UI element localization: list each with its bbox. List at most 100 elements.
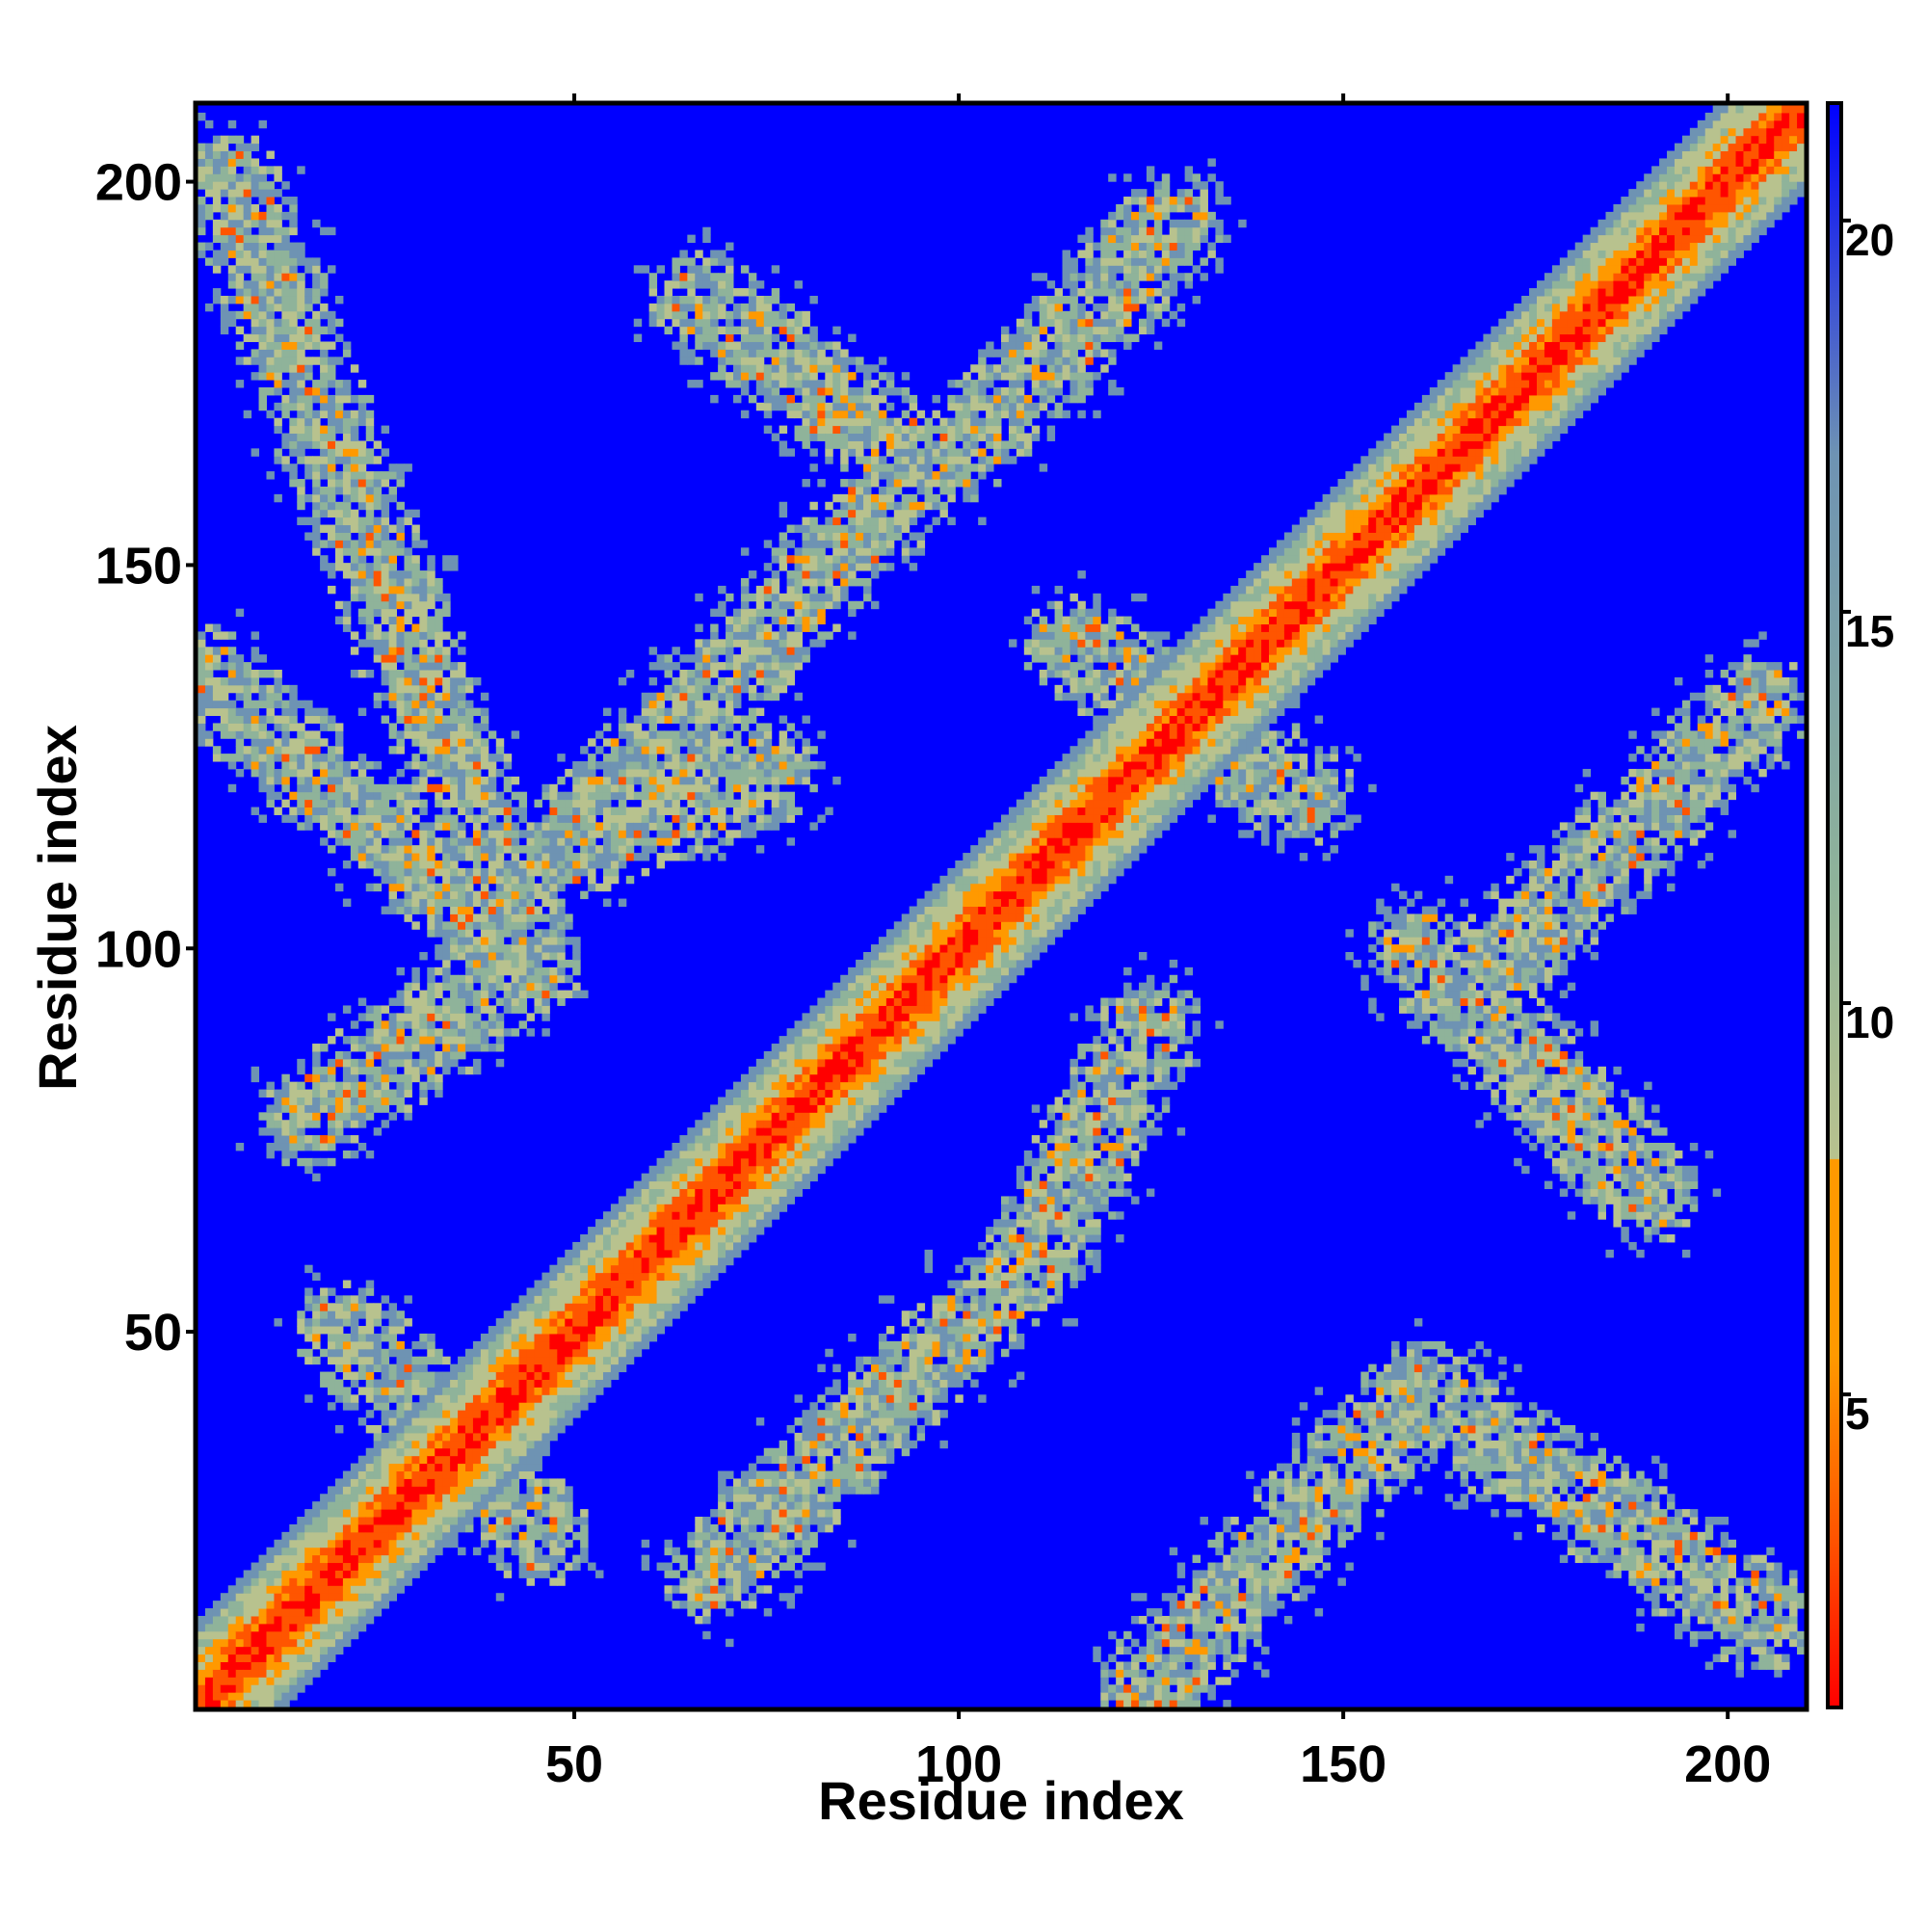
heatmap-cell: [503, 1517, 513, 1525]
heatmap-cell: [350, 410, 359, 419]
heatmap-cell: [328, 1539, 336, 1548]
heatmap-cell: [435, 966, 443, 976]
heatmap-cell: [373, 1013, 383, 1021]
heatmap-cell: [625, 1280, 635, 1288]
heatmap-cell: [365, 1463, 375, 1472]
heatmap-cell: [373, 1539, 383, 1548]
heatmap-cell: [320, 1593, 329, 1601]
heatmap-cell: [411, 966, 420, 976]
heatmap-cell: [312, 791, 321, 801]
heatmap-cell: [740, 1570, 750, 1578]
heatmap-cell: [297, 448, 305, 457]
heatmap-cell: [235, 226, 245, 236]
heatmap-cell: [458, 1028, 466, 1037]
heatmap-cell: [687, 1227, 696, 1235]
heatmap-cell: [320, 1295, 329, 1304]
heatmap-cell: [204, 647, 214, 655]
heatmap-cell: [350, 1066, 359, 1075]
heatmap-cell: [572, 761, 581, 770]
heatmap-cell: [435, 1348, 443, 1358]
heatmap-cell: [251, 242, 260, 251]
heatmap-cell: [328, 1073, 336, 1083]
heatmap-cell: [656, 700, 666, 709]
heatmap-cell: [557, 814, 566, 823]
heatmap-cell: [227, 310, 237, 320]
heatmap-cell: [381, 1036, 390, 1045]
heatmap-cell: [198, 1630, 206, 1640]
heatmap-cell: [334, 387, 344, 396]
heatmap-cell: [388, 1097, 398, 1105]
heatmap-cell: [495, 1036, 505, 1045]
heatmap-cell: [472, 822, 482, 831]
heatmap-cell: [281, 746, 290, 754]
heatmap-cell: [733, 783, 742, 793]
heatmap-cell: [404, 1432, 412, 1442]
heatmap-cell: [227, 654, 237, 663]
heatmap-cell: [534, 952, 542, 961]
heatmap-cell: [687, 1287, 696, 1296]
heatmap-cell: [488, 1028, 497, 1037]
heatmap-cell: [381, 471, 390, 480]
heatmap-cell: [450, 799, 459, 808]
heatmap-cell: [648, 662, 658, 671]
heatmap-cell: [588, 837, 596, 846]
heatmap-cell: [251, 318, 260, 328]
heatmap-cell: [465, 1394, 474, 1403]
heatmap-cell: [503, 1356, 513, 1365]
heatmap-cell: [687, 1135, 696, 1144]
heatmap-cell: [328, 1348, 336, 1358]
heatmap-cell: [419, 990, 428, 999]
heatmap-cell: [373, 822, 383, 831]
heatmap-cell: [572, 1371, 581, 1380]
heatmap-cell: [718, 1470, 726, 1479]
heatmap-cell: [320, 822, 329, 831]
heatmap-cell: [320, 349, 329, 357]
heatmap-cell: [235, 203, 245, 213]
heatmap-cell: [488, 768, 497, 778]
heatmap-cell: [320, 341, 329, 350]
heatmap-cell: [465, 1036, 474, 1045]
heatmap-cell: [664, 326, 673, 335]
heatmap-cell: [442, 1509, 451, 1518]
heatmap-cell: [388, 654, 398, 663]
heatmap-cell: [710, 333, 719, 342]
heatmap-cell: [297, 357, 305, 365]
heatmap-cell: [304, 746, 313, 754]
heatmap-cell: [304, 1287, 313, 1296]
heatmap-cell: [220, 189, 229, 198]
heatmap-cell: [602, 754, 612, 762]
heatmap-cell: [656, 1303, 666, 1311]
heatmap-cell: [411, 974, 420, 984]
heatmap-cell: [251, 372, 260, 381]
heatmap-cell: [357, 1593, 367, 1601]
heatmap-cell: [710, 639, 719, 648]
heatmap-cell: [595, 1310, 604, 1319]
heatmap-cell: [220, 707, 229, 717]
heatmap-cell: [472, 1463, 482, 1472]
heatmap-cell: [243, 310, 252, 320]
heatmap-cell: [419, 623, 428, 632]
heatmap-cell: [572, 1363, 581, 1373]
heatmap-cell: [442, 1005, 451, 1014]
heatmap-cell: [488, 1440, 497, 1449]
heatmap-cell: [411, 1539, 420, 1548]
heatmap-cell: [419, 867, 428, 877]
heatmap-cell: [266, 410, 275, 419]
heatmap-cell: [672, 1287, 680, 1296]
heatmap-cell: [312, 1333, 321, 1342]
heatmap-cell: [733, 700, 742, 709]
heatmap-cell: [450, 730, 459, 739]
heatmap-cell: [404, 593, 412, 602]
heatmap-cell: [404, 1478, 412, 1487]
heatmap-cell: [465, 966, 474, 976]
heatmap-cell: [718, 585, 726, 595]
heatmap-cell: [625, 807, 635, 815]
heatmap-cell: [450, 776, 459, 785]
heatmap-cell: [357, 1326, 367, 1335]
heatmap-cell: [702, 783, 711, 793]
heatmap-cell: [648, 738, 658, 747]
heatmap-cell: [450, 1486, 459, 1495]
heatmap-cell: [549, 799, 558, 808]
heatmap-cell: [373, 608, 383, 618]
heatmap-cell: [480, 921, 489, 930]
